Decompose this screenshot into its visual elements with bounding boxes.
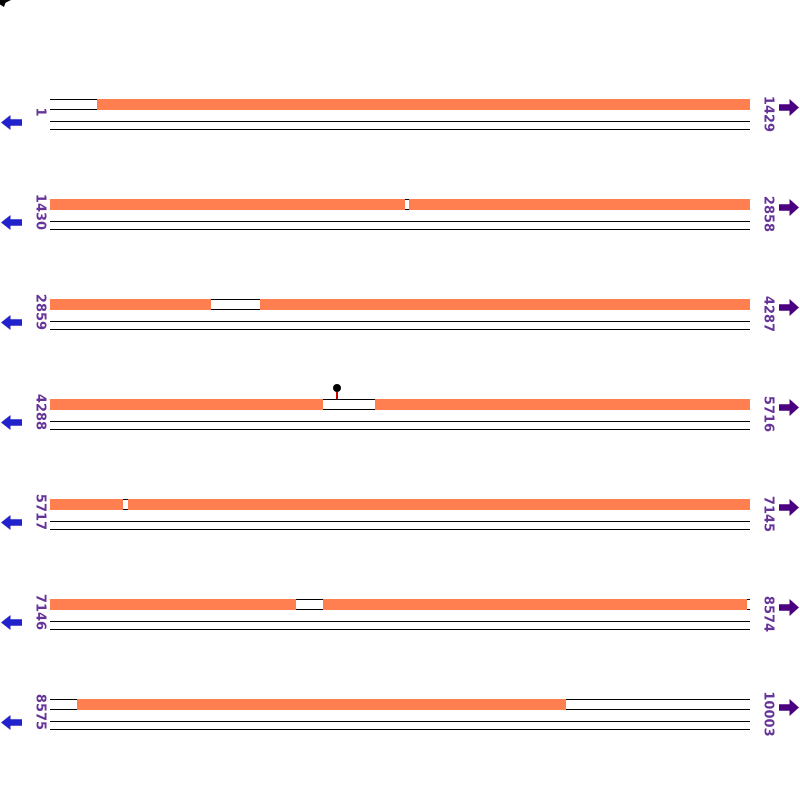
- ruler-line: [50, 421, 750, 422]
- alignment-track: [50, 499, 750, 510]
- alignment-track: [50, 599, 750, 610]
- right-arrow-icon[interactable]: [779, 99, 799, 116]
- ruler-line: [50, 221, 750, 222]
- gap-segment: [405, 199, 409, 210]
- gap-segment: [123, 499, 128, 510]
- left-arrow-icon[interactable]: [1, 515, 22, 530]
- right-arrow-icon[interactable]: [779, 499, 799, 516]
- gap-segment: [50, 99, 97, 110]
- match-segment: [50, 199, 405, 210]
- right-arrow-icon[interactable]: [779, 599, 799, 616]
- feature-marker-dot-icon: [333, 384, 341, 392]
- gap-segment: [296, 599, 323, 610]
- row-end-coordinate: 7145: [760, 495, 776, 533]
- match-segment: [50, 399, 323, 410]
- gap-segment: [50, 699, 77, 710]
- left-arrow-icon[interactable]: [1, 315, 22, 330]
- ruler-line: [50, 621, 750, 622]
- right-arrow-icon[interactable]: [779, 199, 799, 216]
- ruler-line: [50, 529, 750, 530]
- gap-segment: [211, 299, 260, 310]
- ruler-line: [50, 429, 750, 430]
- match-segment: [375, 399, 750, 410]
- left-arrow-icon[interactable]: [1, 615, 22, 630]
- feature-marker-stem: [336, 392, 338, 399]
- alignment-track: [50, 199, 750, 210]
- match-segment: [97, 99, 750, 110]
- alignment-track: [50, 699, 750, 710]
- row-end-coordinate: 4287: [760, 295, 776, 333]
- left-arrow-icon[interactable]: [1, 415, 22, 430]
- left-arrow-icon[interactable]: [1, 115, 22, 130]
- match-segment: [409, 199, 750, 210]
- ruler-line: [50, 329, 750, 330]
- row-end-coordinate: 8574: [760, 595, 776, 633]
- left-arrow-icon[interactable]: [1, 715, 22, 730]
- alignment-row: 1430 2858: [0, 174, 800, 274]
- match-segment: [128, 499, 750, 510]
- match-segment: [50, 499, 123, 510]
- alignment-track: [50, 99, 750, 110]
- ruler-line: [50, 729, 750, 730]
- row-start-coordinate: 1430: [32, 193, 48, 231]
- ruler-line: [50, 521, 750, 522]
- alignment-row: 2859 4287: [0, 274, 800, 374]
- gap-segment: [323, 399, 375, 410]
- ruler-line: [50, 629, 750, 630]
- ruler-line: [50, 229, 750, 230]
- match-segment: [50, 599, 296, 610]
- clipped-corner-glyph: [0, 0, 11, 7]
- alignment-track: [50, 384, 750, 410]
- match-segment: [323, 599, 747, 610]
- left-arrow-icon[interactable]: [1, 215, 22, 230]
- ruler-line: [50, 721, 750, 722]
- ruler-line: [50, 121, 750, 122]
- row-end-coordinate: 1429: [760, 95, 776, 133]
- alignment-row: 7146 8574: [0, 574, 800, 674]
- alignment-row: 1 1429: [0, 74, 800, 174]
- ruler-line: [50, 321, 750, 322]
- row-end-coordinate: 10003: [760, 691, 776, 737]
- right-arrow-icon[interactable]: [779, 399, 799, 416]
- row-start-coordinate: 2859: [32, 293, 48, 331]
- match-segment: [77, 699, 566, 710]
- right-arrow-icon[interactable]: [779, 299, 799, 316]
- gap-segment: [566, 699, 750, 710]
- alignment-row: 5717 7145: [0, 474, 800, 574]
- row-end-coordinate: 5716: [760, 395, 776, 433]
- alignment-row: 8575 10003: [0, 674, 800, 774]
- row-start-coordinate: 5717: [32, 493, 48, 531]
- match-segment: [50, 299, 211, 310]
- row-end-coordinate: 2858: [760, 195, 776, 233]
- row-start-coordinate: 1: [32, 107, 48, 117]
- row-start-coordinate: 8575: [32, 693, 48, 731]
- alignment-track: [50, 299, 750, 310]
- row-start-coordinate: 4288: [32, 393, 48, 431]
- row-start-coordinate: 7146: [32, 593, 48, 631]
- match-segment: [260, 299, 750, 310]
- ruler-line: [50, 129, 750, 130]
- right-arrow-icon[interactable]: [779, 699, 799, 716]
- alignment-row: 4288 5716: [0, 374, 800, 474]
- gap-segment: [747, 599, 750, 610]
